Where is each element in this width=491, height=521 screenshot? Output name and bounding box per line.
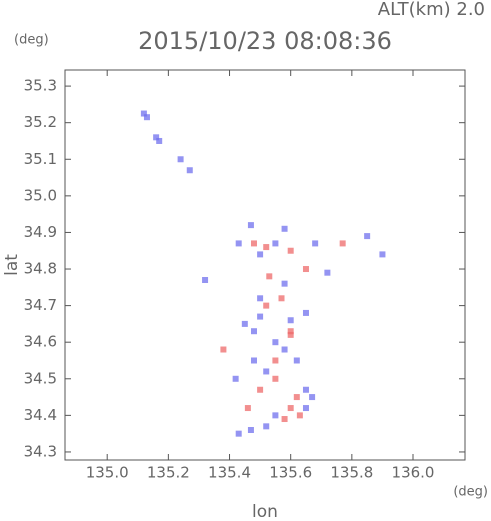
data-point <box>250 357 257 364</box>
y-tick-label: 34.3 <box>24 442 57 460</box>
x-tick-label: 135.6 <box>269 464 312 482</box>
y-tick-label: 34.7 <box>24 296 57 314</box>
y-tick-label: 35.0 <box>24 186 57 204</box>
data-point <box>235 240 242 247</box>
data-point <box>140 110 147 117</box>
data-point <box>293 394 300 401</box>
data-point <box>156 137 163 144</box>
data-point <box>202 277 209 283</box>
y-tick-label: 34.8 <box>24 260 57 278</box>
x-tick-label: 135.8 <box>330 464 373 482</box>
data-point <box>287 405 294 412</box>
x-axis-label: lon <box>252 502 278 521</box>
y-tick-label: 35.3 <box>24 77 57 95</box>
data-point <box>177 156 184 163</box>
data-point <box>263 423 270 430</box>
data-point <box>263 368 270 375</box>
y-tick-label: 34.9 <box>24 223 57 241</box>
annotation: ALT(km) 2.0 <box>378 0 485 20</box>
data-point <box>302 386 309 393</box>
data-point <box>302 266 309 273</box>
x-unit: (deg) <box>453 485 488 500</box>
data-point <box>244 405 251 412</box>
data-point <box>379 251 386 258</box>
data-point <box>272 375 279 382</box>
data-point <box>302 309 309 316</box>
data-point <box>339 240 346 247</box>
data-point <box>232 375 239 382</box>
data-point <box>263 302 270 309</box>
data-point <box>220 346 227 353</box>
data-point <box>324 269 331 276</box>
data-point <box>186 167 193 174</box>
data-point <box>287 331 294 338</box>
x-tick-label: 135.2 <box>147 464 190 482</box>
data-point <box>266 273 273 280</box>
data-point <box>296 412 303 419</box>
y-tick-label: 34.6 <box>24 333 57 351</box>
data-point <box>272 412 279 419</box>
data-point <box>153 134 160 141</box>
data-point <box>281 346 288 353</box>
plot-frame <box>64 69 466 461</box>
data-point <box>281 280 288 287</box>
x-tick-label: 135.4 <box>208 464 251 482</box>
data-point <box>281 416 288 423</box>
data-point <box>293 357 300 364</box>
x-tick-label: 136.0 <box>392 464 435 482</box>
data-point <box>241 320 248 327</box>
data-point <box>287 328 294 335</box>
data-point <box>250 328 257 335</box>
x-tick-label: 135.0 <box>86 464 129 482</box>
data-point <box>281 225 288 232</box>
data-point <box>263 244 270 251</box>
data-point <box>247 222 254 229</box>
data-point <box>312 240 319 247</box>
data-point <box>302 405 309 412</box>
data-point <box>257 386 264 393</box>
y-tick-label: 34.4 <box>24 406 57 424</box>
data-point <box>143 114 150 121</box>
data-point <box>235 430 242 437</box>
data-point <box>250 240 257 247</box>
data-point <box>257 313 264 320</box>
data-point <box>287 317 294 324</box>
data-point <box>287 247 294 254</box>
data-point <box>257 295 264 302</box>
data-point <box>272 240 279 247</box>
chart-title: 2015/10/23 08:08:36 <box>138 27 392 55</box>
data-point <box>247 427 254 433</box>
data-point <box>309 394 316 401</box>
y-unit: (deg) <box>14 33 49 48</box>
data-point <box>272 339 279 346</box>
y-tick-label: 34.5 <box>24 369 57 387</box>
data-point <box>272 357 279 364</box>
y-tick-label: 35.1 <box>24 150 57 168</box>
y-tick-label: 35.2 <box>24 113 57 131</box>
y-axis-label: lat <box>2 254 22 276</box>
data-point <box>364 233 371 240</box>
data-point <box>257 251 264 258</box>
data-point <box>278 295 285 302</box>
